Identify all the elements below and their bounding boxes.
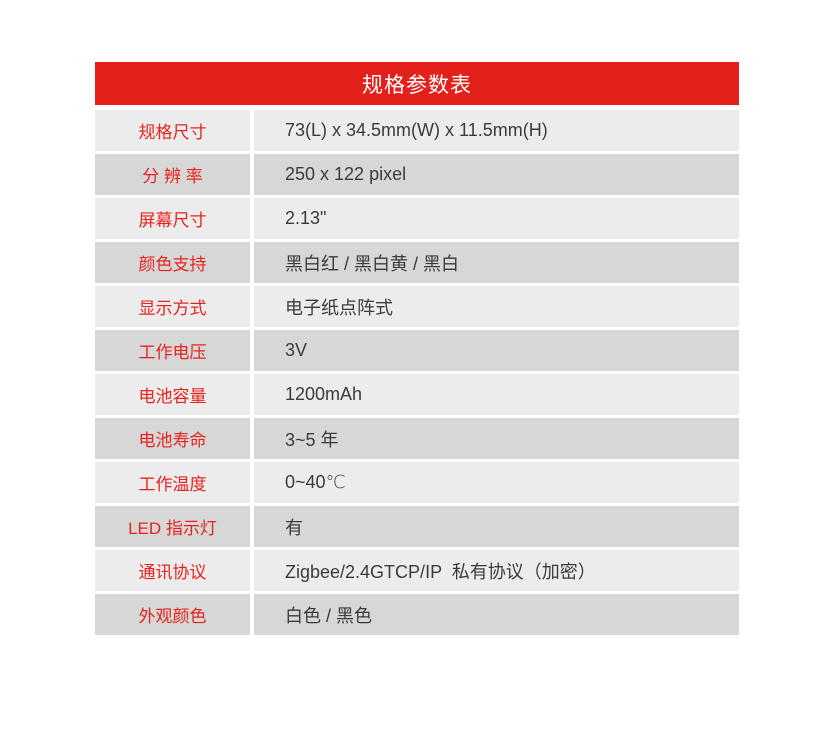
table-row: 工作电压 3V bbox=[95, 330, 739, 371]
table-row: 规格尺寸 73(L) x 34.5mm(W) x 11.5mm(H) bbox=[95, 110, 739, 151]
spec-label: 电池容量 bbox=[95, 374, 250, 415]
spec-value: 有 bbox=[254, 506, 739, 547]
table-row: 工作温度 0~40℃ bbox=[95, 462, 739, 503]
table-row: 外观颜色 白色 / 黑色 bbox=[95, 594, 739, 635]
table-row: LED 指示灯 有 bbox=[95, 506, 739, 547]
spec-value: 黑白红 / 黑白黄 / 黑白 bbox=[254, 242, 739, 283]
spec-label: 工作电压 bbox=[95, 330, 250, 371]
spec-label: 通讯协议 bbox=[95, 550, 250, 591]
spec-value: Zigbee/2.4GTCP/IP 私有协议（加密） bbox=[254, 550, 739, 591]
table-row: 显示方式 电子纸点阵式 bbox=[95, 286, 739, 327]
spec-value: 电子纸点阵式 bbox=[254, 286, 739, 327]
spec-value: 白色 / 黑色 bbox=[254, 594, 739, 635]
table-header: 规格参数表 bbox=[95, 62, 739, 105]
table-row: 屏幕尺寸 2.13" bbox=[95, 198, 739, 239]
spec-value: 3~5 年 bbox=[254, 418, 739, 459]
table-row: 颜色支持 黑白红 / 黑白黄 / 黑白 bbox=[95, 242, 739, 283]
spec-value: 73(L) x 34.5mm(W) x 11.5mm(H) bbox=[254, 110, 739, 151]
spec-label: 规格尺寸 bbox=[95, 110, 250, 151]
spec-label: 显示方式 bbox=[95, 286, 250, 327]
spec-value: 3V bbox=[254, 330, 739, 371]
table-rows: 规格尺寸 73(L) x 34.5mm(W) x 11.5mm(H) 分 辨 率… bbox=[95, 110, 739, 635]
spec-label: 工作温度 bbox=[95, 462, 250, 503]
spec-value: 250 x 122 pixel bbox=[254, 154, 739, 195]
spec-table: 规格参数表 规格尺寸 73(L) x 34.5mm(W) x 11.5mm(H)… bbox=[95, 62, 739, 635]
spec-label: 电池寿命 bbox=[95, 418, 250, 459]
spec-label: 分 辨 率 bbox=[95, 154, 250, 195]
spec-label: 屏幕尺寸 bbox=[95, 198, 250, 239]
table-row: 分 辨 率 250 x 122 pixel bbox=[95, 154, 739, 195]
spec-label: LED 指示灯 bbox=[95, 506, 250, 547]
spec-label: 颜色支持 bbox=[95, 242, 250, 283]
table-row: 电池容量 1200mAh bbox=[95, 374, 739, 415]
spec-value: 0~40℃ bbox=[254, 462, 739, 503]
spec-value: 2.13" bbox=[254, 198, 739, 239]
table-title: 规格参数表 bbox=[362, 73, 472, 97]
table-row: 电池寿命 3~5 年 bbox=[95, 418, 739, 459]
spec-value: 1200mAh bbox=[254, 374, 739, 415]
spec-label: 外观颜色 bbox=[95, 594, 250, 635]
table-row: 通讯协议 Zigbee/2.4GTCP/IP 私有协议（加密） bbox=[95, 550, 739, 591]
